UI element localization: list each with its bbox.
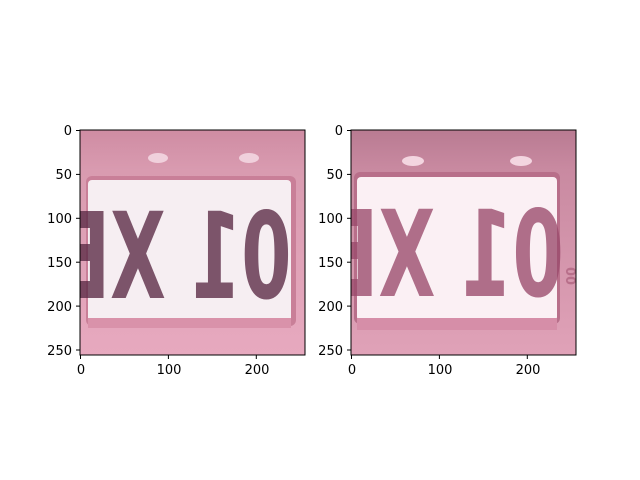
right-mount-light bbox=[510, 156, 532, 166]
left-plate-lower-edge bbox=[88, 318, 291, 328]
right-xtick-label: 0 bbox=[348, 363, 356, 378]
left-mount-light bbox=[239, 153, 259, 163]
left-panel: B 01 XEN 0 50 100 150 200 250 0 100 bbox=[0, 124, 371, 378]
right-xtick-label: 100 bbox=[428, 363, 453, 378]
right-ytick-label: 200 bbox=[318, 300, 343, 315]
left-ytick-label: 150 bbox=[47, 256, 72, 271]
left-plate-text: B 01 XEN bbox=[0, 188, 371, 327]
left-plate bbox=[88, 180, 291, 322]
right-axes-frame bbox=[350, 129, 577, 356]
left-photo: B 01 XEN bbox=[0, 130, 371, 355]
left-x-ticks bbox=[80, 355, 257, 359]
right-x-ticks bbox=[351, 355, 528, 359]
left-xtick-label: 100 bbox=[157, 363, 182, 378]
left-ytick-label: 100 bbox=[47, 212, 72, 227]
right-panel: B 01 XEN 00 0 50 100 150 200 250 0 10 bbox=[266, 124, 640, 378]
left-ytick-label: 0 bbox=[64, 124, 72, 139]
right-plate-lower-edge bbox=[357, 318, 557, 330]
left-y-ticks bbox=[76, 130, 80, 351]
left-y-tick-labels: 0 50 100 150 200 250 bbox=[47, 124, 72, 359]
left-x-tick-labels: 0 100 200 bbox=[77, 363, 270, 378]
right-ytick-label: 50 bbox=[326, 168, 343, 183]
right-plate-text: B 01 XEN bbox=[266, 187, 640, 325]
right-y-ticks bbox=[347, 130, 351, 351]
right-plate bbox=[357, 177, 557, 321]
right-xtick-label: 200 bbox=[516, 363, 541, 378]
right-ytick-label: 250 bbox=[318, 344, 343, 359]
left-axes-frame bbox=[79, 129, 306, 356]
right-x-tick-labels: 0 100 200 bbox=[348, 363, 541, 378]
left-xtick-label: 200 bbox=[245, 363, 270, 378]
left-ytick-label: 200 bbox=[47, 300, 72, 315]
left-ytick-label: 250 bbox=[47, 344, 72, 359]
right-ytick-label: 0 bbox=[335, 124, 343, 139]
right-photo: B 01 XEN 00 bbox=[266, 130, 640, 355]
left-mount-light bbox=[148, 153, 168, 163]
right-mount-light bbox=[402, 156, 424, 166]
right-ytick-label: 100 bbox=[318, 212, 343, 227]
left-ytick-label: 50 bbox=[55, 168, 72, 183]
left-xtick-label: 0 bbox=[77, 363, 85, 378]
right-y-tick-labels: 0 50 100 150 200 250 bbox=[318, 124, 343, 359]
right-ytick-label: 150 bbox=[318, 256, 343, 271]
right-side-text: 00 bbox=[562, 267, 577, 285]
